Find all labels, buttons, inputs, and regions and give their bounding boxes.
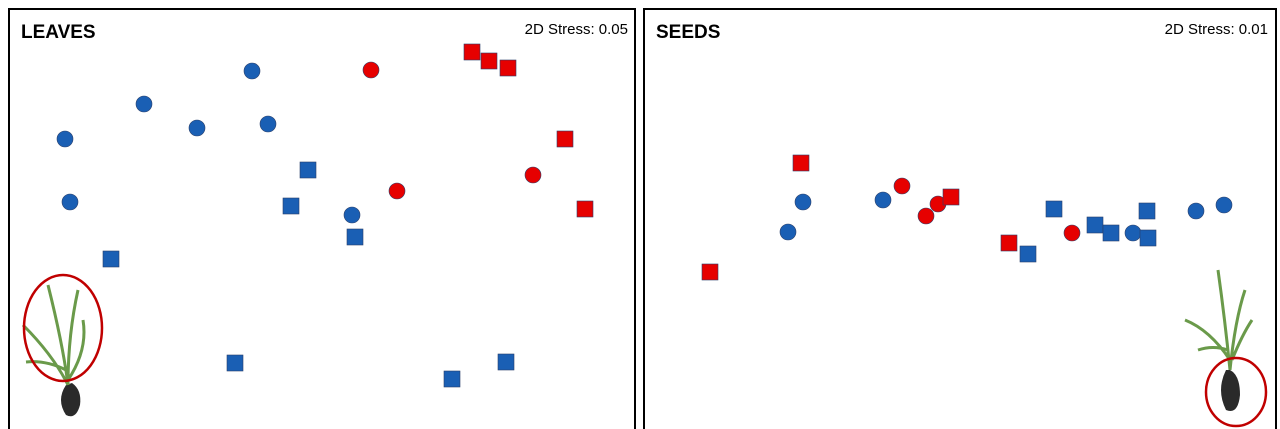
square-point bbox=[1001, 235, 1017, 251]
circle-point bbox=[525, 167, 541, 183]
square-point bbox=[498, 354, 514, 370]
circle-point bbox=[894, 178, 910, 194]
square-point bbox=[1046, 201, 1062, 217]
square-point bbox=[444, 371, 460, 387]
page: {"chart_data": [ {"type": "scatter", "ti… bbox=[0, 0, 1280, 429]
circle-point bbox=[136, 96, 152, 112]
circle-point bbox=[389, 183, 405, 199]
square-point bbox=[300, 162, 316, 178]
square-point bbox=[793, 155, 809, 171]
panel-frame bbox=[9, 9, 635, 429]
panel-frame bbox=[644, 9, 1276, 429]
plant-illustration bbox=[23, 275, 102, 416]
plant-illustration bbox=[1185, 270, 1266, 426]
square-point bbox=[1020, 246, 1036, 262]
square-point bbox=[1140, 230, 1156, 246]
square-point bbox=[577, 201, 593, 217]
circle-point bbox=[62, 194, 78, 210]
circle-point bbox=[875, 192, 891, 208]
stress-annotation: 2D Stress: 0.05 bbox=[525, 21, 628, 38]
square-point bbox=[481, 53, 497, 69]
circle-point bbox=[1216, 197, 1232, 213]
circle-point bbox=[1125, 225, 1141, 241]
square-point bbox=[943, 189, 959, 205]
square-point bbox=[347, 229, 363, 245]
square-point bbox=[1103, 225, 1119, 241]
circle-point bbox=[780, 224, 796, 240]
circle-point bbox=[260, 116, 276, 132]
square-point bbox=[1087, 217, 1103, 233]
circle-point bbox=[189, 120, 205, 136]
circle-point bbox=[244, 63, 260, 79]
panel-title: SEEDS bbox=[656, 22, 720, 43]
circle-point bbox=[795, 194, 811, 210]
stress-annotation: 2D Stress: 0.01 bbox=[1165, 21, 1268, 38]
square-point bbox=[500, 60, 516, 76]
square-point bbox=[464, 44, 480, 60]
square-point bbox=[557, 131, 573, 147]
circle-point bbox=[1188, 203, 1204, 219]
square-point bbox=[227, 355, 243, 371]
circle-point bbox=[363, 62, 379, 78]
circle-point bbox=[1064, 225, 1080, 241]
square-point bbox=[103, 251, 119, 267]
chart: LEAVES 2D Stress: 0.05 SEEDS 2D Stress: 0.0… bbox=[0, 0, 1280, 429]
square-point bbox=[1139, 203, 1155, 219]
square-point bbox=[283, 198, 299, 214]
circle-point bbox=[918, 208, 934, 224]
circle-point bbox=[57, 131, 73, 147]
circle-point bbox=[344, 207, 360, 223]
panel-title: LEAVES bbox=[21, 22, 96, 43]
square-point bbox=[702, 264, 718, 280]
